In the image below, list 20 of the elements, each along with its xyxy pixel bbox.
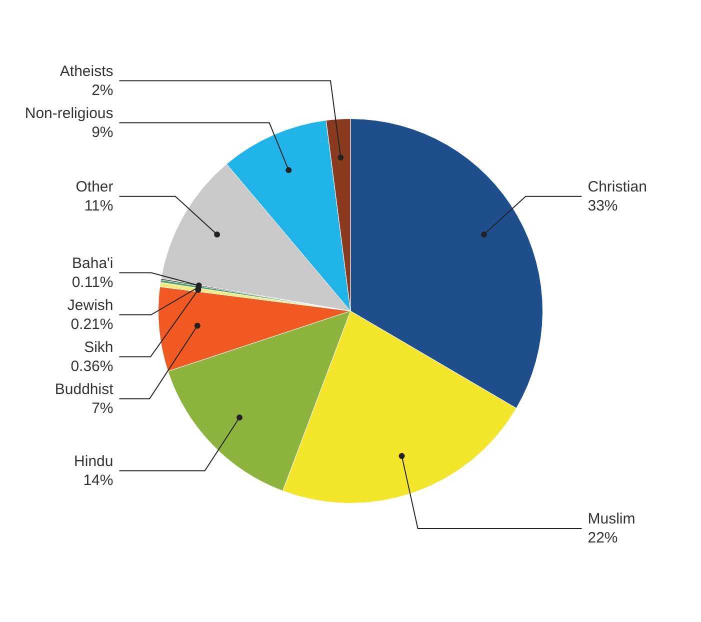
data-label: 0.36%: [70, 358, 114, 375]
slice-label: Buddhist: [54, 380, 114, 398]
slice-label: Baha'i: [72, 254, 114, 272]
data-label: 11%: [84, 197, 114, 214]
slice-label: Christian: [588, 178, 647, 196]
data-label: 9%: [92, 124, 114, 141]
slice-label: Muslim: [588, 510, 636, 528]
slice-label: Atheists: [60, 62, 114, 80]
data-label: 0.11%: [72, 274, 114, 291]
slice-label: Non-religious: [24, 104, 114, 122]
data-label: 22%: [588, 530, 618, 547]
data-label: 0.21%: [70, 316, 114, 333]
slice-label: Sikh: [84, 338, 114, 356]
slice-label: Jewish: [67, 296, 114, 314]
data-label: 14%: [83, 472, 114, 489]
data-label: 33%: [588, 197, 618, 214]
slice-label: Hindu: [74, 452, 114, 470]
data-label: 2%: [92, 82, 114, 99]
slice-label: Other: [76, 178, 114, 196]
data-label: 7%: [92, 400, 114, 417]
